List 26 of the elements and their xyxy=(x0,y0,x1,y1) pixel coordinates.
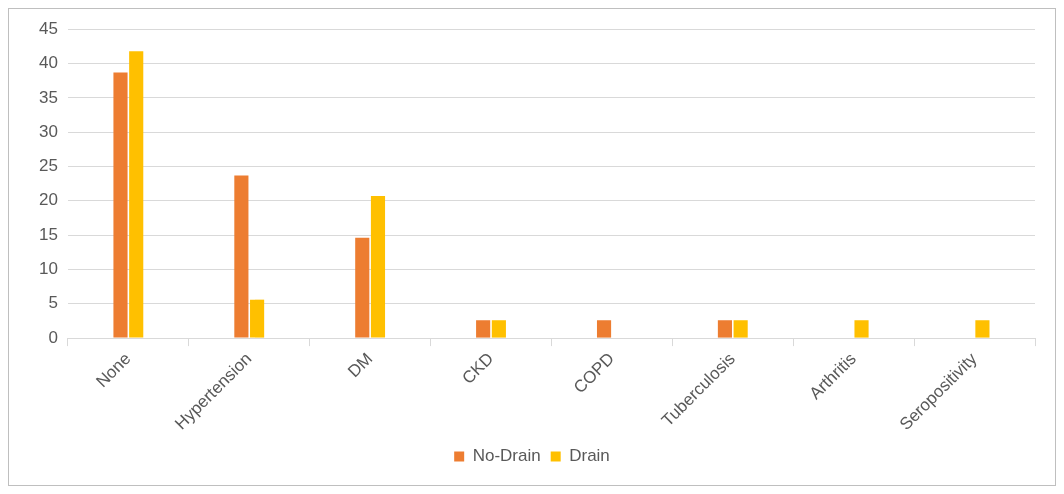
bar xyxy=(113,72,128,338)
legend-label: No-Drain xyxy=(472,446,541,466)
bar xyxy=(250,299,265,338)
y-tick-label: 20 xyxy=(38,190,58,210)
bar xyxy=(476,320,491,338)
y-tick-label: 25 xyxy=(38,156,58,176)
bar xyxy=(975,320,990,338)
y-tick-label: 0 xyxy=(48,327,58,347)
bar xyxy=(370,196,386,338)
bar xyxy=(733,320,748,338)
bar xyxy=(129,51,144,338)
bar xyxy=(234,175,249,338)
y-tick-label: 30 xyxy=(38,121,58,141)
y-tick-label: 10 xyxy=(38,259,58,279)
y-tick-label: 15 xyxy=(38,224,58,244)
bar xyxy=(491,320,506,338)
x-tick-label: DM xyxy=(344,349,377,382)
y-tick-label: 40 xyxy=(38,53,58,73)
bar xyxy=(596,320,612,338)
bar xyxy=(854,320,869,338)
legend-label: Drain xyxy=(569,446,610,466)
y-tick-label: 35 xyxy=(38,87,58,107)
y-tick-label: 5 xyxy=(48,293,58,313)
bar xyxy=(717,320,732,338)
y-tick-label: 45 xyxy=(38,18,58,38)
bar xyxy=(355,237,370,338)
